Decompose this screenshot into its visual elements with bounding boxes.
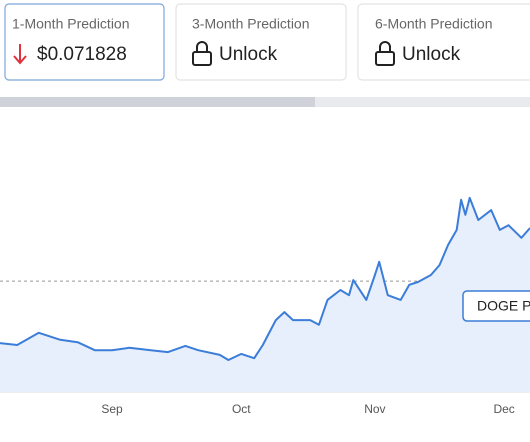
x-tick-label: Oct [232, 402, 251, 416]
lock-icon [192, 41, 212, 66]
plot: Sep Oct Nov Dec DOGE P [0, 196, 530, 416]
legend-box [462, 290, 530, 322]
card-value: Unlock [219, 44, 278, 65]
x-tick-label: Sep [101, 402, 123, 416]
card-title: 3-Month Prediction [192, 16, 310, 32]
card[interactable] [175, 3, 347, 81]
card[interactable] [357, 3, 530, 81]
line [0, 196, 530, 361]
lock-icon [375, 41, 395, 66]
scrollbar-thumb[interactable] [0, 97, 315, 107]
scrollbar-track[interactable] [315, 97, 530, 107]
area [0, 197, 530, 392]
card-title: 6-Month Prediction [375, 16, 493, 32]
down-arrow [13, 44, 27, 65]
card[interactable] [4, 3, 165, 81]
legend-label: DOGE P [477, 298, 530, 314]
card-value: Unlock [402, 44, 461, 65]
card-title: 1-Month Prediction [12, 16, 130, 32]
x-tick-label: Dec [493, 402, 514, 416]
card-value: $0.071828 [37, 44, 127, 65]
x-tick-label: Nov [364, 402, 385, 416]
